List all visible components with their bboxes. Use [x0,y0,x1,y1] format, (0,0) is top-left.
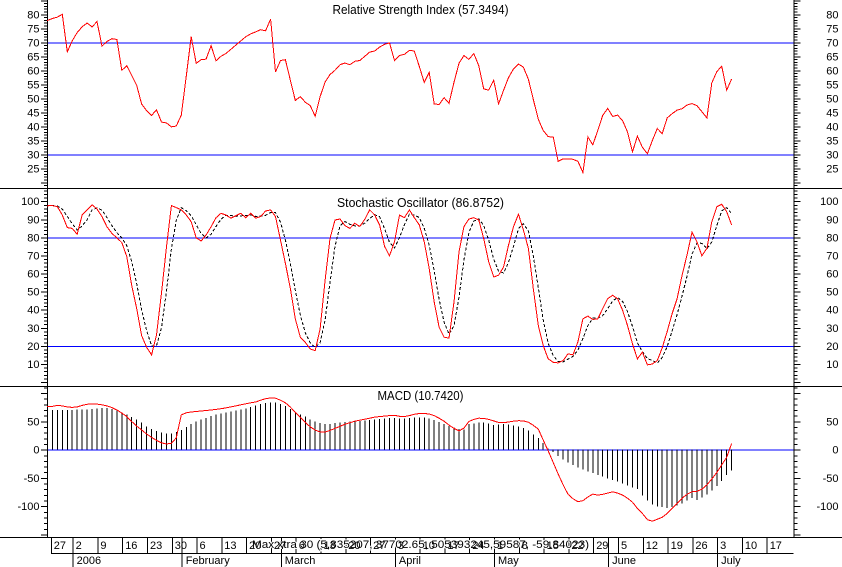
svg-text:50: 50 [826,93,838,105]
svg-text:6: 6 [299,540,305,552]
svg-text:70: 70 [826,37,838,49]
svg-text:February: February [186,555,231,567]
svg-text:6: 6 [200,540,206,552]
svg-text:-100: -100 [816,501,838,513]
svg-text:27: 27 [373,540,385,552]
svg-text:27: 27 [274,540,286,552]
svg-text:25: 25 [27,163,39,175]
svg-text:July: July [721,555,741,567]
svg-text:80: 80 [27,9,39,21]
svg-text:80: 80 [826,232,838,244]
svg-text:80: 80 [27,232,39,244]
svg-text:27: 27 [54,540,66,552]
svg-text:30: 30 [826,149,838,161]
svg-text:80: 80 [826,9,838,21]
svg-text:45: 45 [826,107,838,119]
svg-text:MACD (10.7420): MACD (10.7420) [378,389,464,403]
svg-text:100: 100 [820,196,838,208]
svg-text:24: 24 [472,540,484,552]
svg-text:12: 12 [646,540,658,552]
svg-text:5: 5 [621,540,627,552]
svg-text:60: 60 [826,65,838,77]
svg-text:65: 65 [27,51,39,63]
svg-text:90: 90 [27,214,39,226]
svg-text:20: 20 [27,341,39,353]
svg-text:55: 55 [27,79,39,91]
svg-text:1: 1 [497,540,503,552]
svg-text:50: 50 [27,93,39,105]
svg-text:22: 22 [571,540,583,552]
svg-text:60: 60 [27,269,39,281]
svg-text:50: 50 [826,287,838,299]
svg-text:35: 35 [27,135,39,147]
svg-text:60: 60 [826,269,838,281]
svg-text:April: April [399,555,421,567]
svg-text:0: 0 [832,445,838,457]
svg-text:2: 2 [76,540,82,552]
svg-text:45: 45 [27,107,39,119]
svg-text:65: 65 [826,51,838,63]
svg-text:19: 19 [671,540,683,552]
svg-text:16: 16 [125,540,137,552]
svg-text:13: 13 [224,540,236,552]
svg-text:25: 25 [826,163,838,175]
svg-text:June: June [612,555,636,567]
svg-text:30: 30 [27,149,39,161]
svg-text:-50: -50 [24,473,40,485]
svg-text:20: 20 [826,341,838,353]
svg-text:26: 26 [695,540,707,552]
svg-text:May: May [498,555,519,567]
svg-text:75: 75 [27,23,39,35]
svg-text:70: 70 [27,251,39,263]
svg-text:8: 8 [522,540,528,552]
svg-text:-100: -100 [17,501,39,513]
svg-text:40: 40 [27,121,39,133]
svg-text:55: 55 [826,79,838,91]
svg-text:10: 10 [826,359,838,371]
svg-text:20: 20 [348,540,360,552]
svg-text:10: 10 [745,540,757,552]
svg-text:20: 20 [249,540,261,552]
svg-text:9: 9 [100,540,106,552]
svg-text:15: 15 [547,540,559,552]
svg-text:3: 3 [398,540,404,552]
svg-text:3: 3 [720,540,726,552]
svg-text:50: 50 [826,416,838,428]
svg-text:100: 100 [21,196,39,208]
svg-text:10: 10 [27,359,39,371]
svg-text:17: 17 [447,540,459,552]
svg-text:90: 90 [826,214,838,226]
svg-text:60: 60 [27,65,39,77]
svg-text:Max xtra 30 (5,835207, 37702.6: Max xtra 30 (5,835207, 37702.65, 5053932… [252,539,589,551]
svg-text:40: 40 [826,305,838,317]
svg-text:23: 23 [150,540,162,552]
svg-text:75: 75 [826,23,838,35]
svg-text:Relative Strength Index (57.34: Relative Strength Index (57.3494) [333,3,509,17]
svg-text:29: 29 [596,540,608,552]
svg-text:50: 50 [27,287,39,299]
svg-text:0: 0 [33,445,39,457]
svg-text:35: 35 [826,135,838,147]
svg-text:10: 10 [423,540,435,552]
svg-text:March: March [285,555,316,567]
svg-text:70: 70 [27,37,39,49]
svg-text:30: 30 [27,323,39,335]
svg-text:50: 50 [27,416,39,428]
svg-text:40: 40 [27,305,39,317]
svg-text:13: 13 [324,540,336,552]
svg-text:70: 70 [826,251,838,263]
svg-text:30: 30 [175,540,187,552]
svg-text:30: 30 [826,323,838,335]
svg-text:-50: -50 [823,473,839,485]
svg-text:40: 40 [826,121,838,133]
svg-text:17: 17 [770,540,782,552]
svg-text:2006: 2006 [77,555,101,567]
svg-text:Stochastic Oscillator (86.8752: Stochastic Oscillator (86.8752) [337,196,504,210]
